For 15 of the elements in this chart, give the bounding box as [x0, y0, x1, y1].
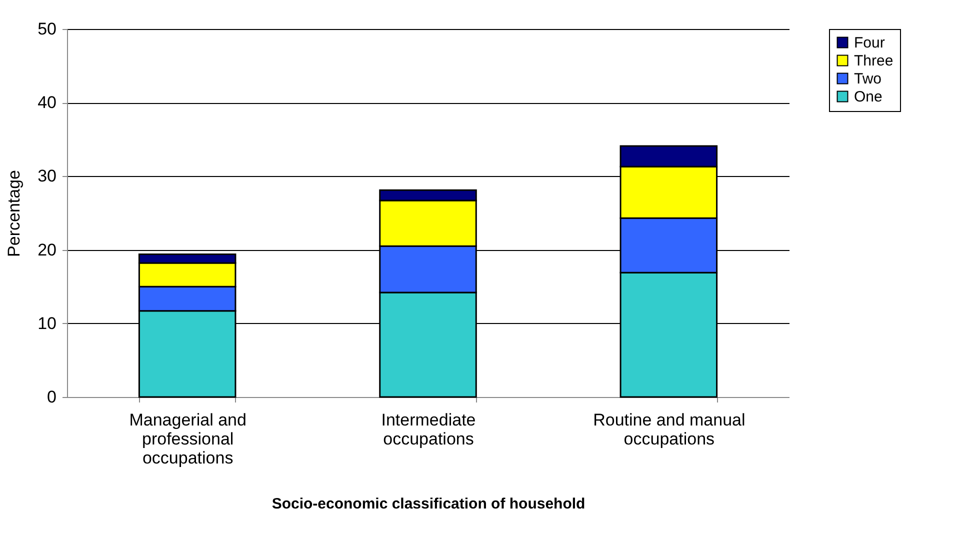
x-tick-label: Intermediate occupations: [381, 410, 476, 448]
y-tick-label: 20: [38, 240, 56, 260]
legend-label: Four: [854, 34, 885, 52]
legend-label: Two: [854, 70, 882, 88]
y-tick-label: 40: [38, 93, 56, 112]
x-tick-label: Managerial and professional occupations: [129, 410, 246, 468]
y-tick-label: 50: [38, 20, 56, 38]
x-tick-label: Routine and manual occupations: [593, 410, 746, 448]
y-tick-label: 30: [38, 166, 56, 186]
legend-label: Three: [854, 52, 894, 70]
y-tick-label: 0: [47, 388, 56, 406]
x-axis-title: Socio-economic classification of household: [272, 496, 586, 512]
y-tick-label: 10: [38, 314, 56, 333]
y-axis-title: Percentage: [4, 170, 24, 257]
legend-label: One: [854, 88, 882, 106]
